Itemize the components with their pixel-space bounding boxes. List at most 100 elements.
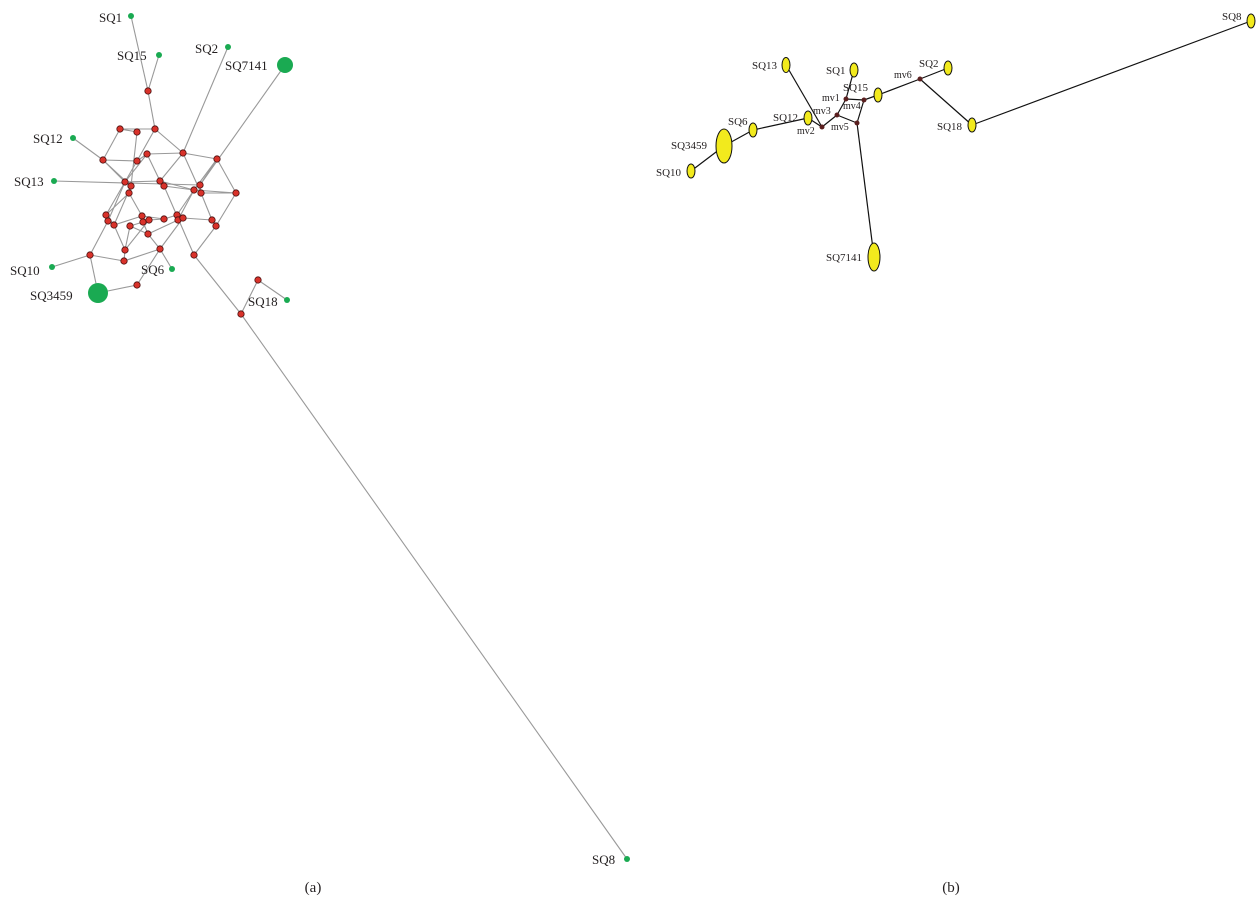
- node-label: SQ13: [14, 174, 44, 189]
- edge: [182, 152, 218, 160]
- node-label: SQ3459: [671, 140, 708, 152]
- median-vector-node: [179, 214, 187, 222]
- haplotype-node: [803, 110, 813, 126]
- edge: [159, 180, 195, 191]
- median-vector-node: [139, 218, 147, 226]
- edge: [124, 180, 161, 183]
- edge: [113, 215, 143, 226]
- median-vector-node: [212, 222, 220, 230]
- edge: [919, 78, 973, 126]
- median-vector-node: [179, 149, 187, 157]
- haplotype-node: [748, 122, 758, 138]
- edge: [113, 224, 126, 251]
- node-label: SQ15: [117, 48, 147, 63]
- haplotype-node: [49, 264, 55, 270]
- haplotype-node: [967, 117, 977, 133]
- median-vector-node: [144, 87, 152, 95]
- edge: [89, 254, 125, 262]
- median-vector-node: [133, 157, 141, 165]
- node-label: SQ1: [99, 10, 122, 25]
- edge: [147, 90, 156, 130]
- node-label: SQ6: [141, 262, 165, 277]
- node-label: SQ18: [248, 294, 278, 309]
- node-label: mv4: [843, 101, 861, 112]
- edge: [105, 192, 130, 216]
- median-vector-node: [160, 215, 168, 223]
- edge: [128, 192, 143, 217]
- node-label: mv1: [822, 93, 840, 104]
- median-vector-node: [86, 251, 94, 259]
- median-vector-node: [160, 182, 168, 190]
- median-vector-node: [120, 257, 128, 265]
- node-label: SQ6: [728, 116, 748, 128]
- median-vector-node: [133, 128, 141, 136]
- edge: [215, 192, 237, 227]
- edge: [124, 225, 131, 251]
- edge: [216, 158, 237, 194]
- haplotype-node: [88, 283, 108, 303]
- median-vector-node: [861, 97, 867, 103]
- node-label: SQ2: [919, 58, 939, 70]
- edge: [856, 99, 865, 124]
- edge: [159, 152, 184, 182]
- median-vector-node: [121, 246, 129, 254]
- panel-b-edges: [690, 20, 1252, 258]
- haplotype-node: [943, 60, 953, 76]
- panel-a-edges: [51, 15, 628, 860]
- median-vector-node: [126, 222, 134, 230]
- edge: [971, 20, 1252, 126]
- median-vector-node: [843, 96, 849, 102]
- edge: [257, 279, 288, 301]
- median-vector-node: [121, 178, 129, 186]
- haplotype-node: [277, 57, 293, 73]
- edge: [240, 313, 628, 860]
- median-vector-node: [151, 125, 159, 133]
- panel-a-labels: SQ1 SQ15 SQ2 SQ7141 SQ12 SQ13 SQ10 SQ345…: [10, 10, 615, 867]
- edge: [146, 153, 161, 182]
- edge: [136, 128, 156, 162]
- node-label: SQ7141: [826, 252, 862, 264]
- median-vector-node: [138, 212, 146, 220]
- edge: [89, 220, 109, 256]
- edge: [124, 153, 148, 183]
- edge: [836, 114, 858, 124]
- edge: [856, 122, 875, 258]
- node-label: SQ2: [195, 41, 218, 56]
- edge: [919, 67, 949, 80]
- haplotype-node: [624, 856, 630, 862]
- haplotype-node: [849, 62, 859, 78]
- haplotype-node: [873, 87, 883, 103]
- edge: [199, 64, 286, 186]
- panel-b-network: SQ8 SQ13 SQ1 SQ2 mv6 SQ15 mv1 mv3 mv4 SQ…: [656, 11, 1256, 896]
- node-label: SQ10: [10, 263, 40, 278]
- edge: [836, 98, 847, 116]
- node-label: SQ1: [826, 65, 846, 77]
- haplotype-node: [1246, 13, 1256, 29]
- edge: [124, 219, 150, 251]
- median-vector-node: [237, 310, 245, 318]
- node-label: SQ12: [33, 131, 63, 146]
- edge: [785, 64, 823, 128]
- median-vector-node: [156, 177, 164, 185]
- median-vector-node: [819, 124, 825, 130]
- edge: [141, 215, 165, 220]
- median-vector-node: [143, 150, 151, 158]
- haplotype-node: [156, 52, 162, 58]
- edge: [845, 98, 865, 101]
- haplotype-node: [128, 13, 134, 19]
- edge: [159, 248, 173, 270]
- edge: [821, 114, 838, 128]
- median-vector-node: [116, 125, 124, 133]
- edge: [154, 128, 184, 154]
- edge: [177, 189, 195, 221]
- edge: [146, 152, 184, 155]
- edge: [102, 128, 121, 161]
- edge: [72, 137, 104, 161]
- median-vector-node: [110, 221, 118, 229]
- node-label: mv6: [894, 70, 912, 81]
- panel-b-labels: SQ8 SQ13 SQ1 SQ2 mv6 SQ15 mv1 mv3 mv4 SQ…: [656, 11, 1242, 264]
- node-label: mv3: [813, 106, 831, 117]
- node-label: mv2: [797, 126, 815, 137]
- median-vector-node: [213, 155, 221, 163]
